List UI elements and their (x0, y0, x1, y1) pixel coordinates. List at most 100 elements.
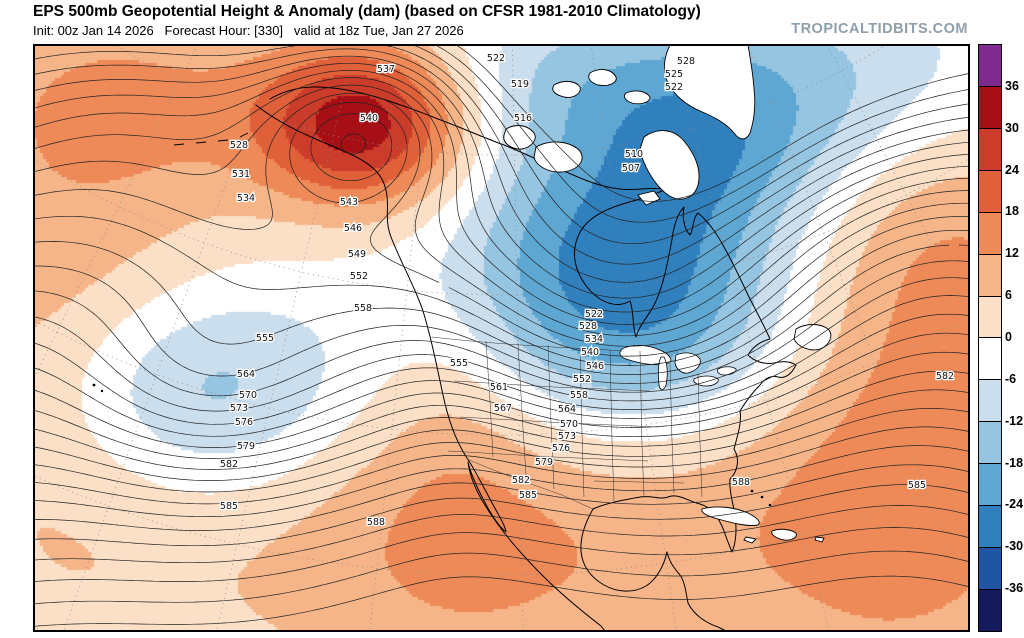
contour-line (34, 484, 969, 547)
colorbar-tick: 18 (1005, 204, 1019, 219)
contour-label: 588 (367, 517, 385, 528)
puerto-rico (814, 536, 825, 543)
islands (92, 45, 832, 544)
contour-line (34, 84, 969, 347)
lake-huron (674, 352, 701, 374)
greenland (663, 45, 756, 140)
contour-line (34, 389, 969, 481)
contour-line (34, 351, 969, 459)
contour-label: 579 (237, 441, 255, 452)
colorbar-tick: -6 (1005, 371, 1017, 386)
chart-subtitle: Init: 00z Jan 14 2026 Forecast Hour: [33… (33, 23, 464, 38)
colorbar-segment (979, 128, 1001, 171)
contour-label: 507 (622, 163, 640, 174)
contour-label: 552 (573, 374, 591, 385)
map-figure: 537 522 519 516 528 525 522 540 528 531 534 510 507 5… (33, 44, 970, 632)
contour-label: 555 (450, 358, 468, 369)
contour-label: 540 (360, 113, 378, 124)
contour-label: 552 (350, 271, 368, 282)
banks-island (503, 125, 536, 150)
contour-label: 528 (677, 56, 695, 67)
colorbar-tick: -18 (1005, 455, 1024, 470)
tropicaltidbits-watermark: TROPICALTIDBITS.COM (791, 21, 968, 37)
contour-line (34, 313, 969, 437)
map-frame (34, 45, 969, 631)
hawaii-1 (92, 383, 96, 387)
contour-label: 516 (514, 113, 532, 124)
contour-label: 549 (348, 249, 366, 260)
contour-label: 582 (220, 459, 238, 470)
contour-label: 585 (908, 480, 926, 491)
contour-label: 522 (665, 82, 683, 93)
bahamas-1 (750, 489, 754, 493)
contour-label: 558 (570, 390, 588, 401)
contour-line (34, 133, 969, 384)
colorbar-segment (979, 212, 1001, 255)
contour-line (34, 426, 969, 505)
contour-line (34, 527, 969, 582)
contour-line (34, 113, 969, 375)
contour-label: 510 (625, 149, 643, 160)
colorbar-segment (979, 506, 1001, 549)
bahamas-2 (760, 495, 764, 499)
contour-label: 546 (344, 223, 362, 234)
colorbar-segment (979, 464, 1001, 507)
map-svg: 537 522 519 516 528 525 522 540 528 531 534 510 507 5… (34, 45, 969, 631)
height-contours (34, 45, 969, 627)
colorbar-tick: -12 (1005, 413, 1024, 428)
hispaniola (771, 528, 797, 541)
contour-label: 573 (558, 431, 576, 442)
colorbar-tick: -24 (1005, 497, 1024, 512)
contour-labels: 537 522 519 516 528 525 522 540 528 531 534 510 507 5… (219, 52, 956, 530)
contour-label: 576 (552, 443, 570, 454)
contour-label: 564 (237, 369, 255, 380)
arctic-island-1 (552, 80, 581, 98)
contour-label: 519 (511, 79, 529, 90)
lat-lon-graticule (34, 45, 969, 631)
contour-line (34, 77, 969, 337)
contour-label: 582 (512, 475, 530, 486)
contour-label: 522 (487, 53, 505, 64)
colorbar-tick: -36 (1005, 581, 1024, 596)
colorbar-segment (979, 45, 1001, 87)
contour-label: 528 (230, 140, 248, 151)
contour-line (34, 464, 969, 531)
southampton-island (637, 190, 661, 206)
coastlines (255, 86, 797, 631)
contour-label: 546 (586, 361, 604, 372)
contour-label: 567 (494, 403, 512, 414)
contour-label: 570 (560, 419, 578, 430)
coast-east-arctic (269, 86, 797, 553)
contour-line (34, 332, 969, 448)
contour-line (34, 408, 969, 493)
contour-label: 534 (585, 334, 603, 345)
contour-label: 579 (535, 457, 553, 468)
contour-line (34, 370, 969, 470)
colorbar-tick: 12 (1005, 246, 1019, 261)
colorbar-tick: -30 (1005, 539, 1024, 554)
contour-line (34, 70, 969, 325)
contour-label: 585 (519, 490, 537, 501)
jamaica (743, 536, 757, 544)
contour-line (34, 505, 969, 564)
lake-ontario (717, 366, 737, 376)
colorbar-segment (979, 254, 1001, 297)
colorbar-segment (979, 380, 1001, 423)
contour-line (34, 48, 969, 283)
victoria-island (533, 141, 583, 173)
contour-line (34, 45, 969, 265)
colorbar-segment (979, 589, 1001, 631)
contour-label: 582 (936, 371, 954, 382)
lake-superior (619, 345, 672, 366)
baffin-island (639, 130, 700, 200)
contour-line (34, 55, 969, 299)
contour-label: 543 (340, 197, 358, 208)
contour-line (34, 260, 969, 397)
colorbar-tick: 0 (1005, 330, 1012, 344)
lake-michigan (658, 356, 668, 390)
contour-line (34, 575, 969, 627)
contour-label: 573 (230, 403, 248, 414)
contour-label: 570 (239, 390, 257, 401)
coast-yucatan (580, 508, 727, 631)
colorbar-tick: 6 (1005, 288, 1012, 303)
